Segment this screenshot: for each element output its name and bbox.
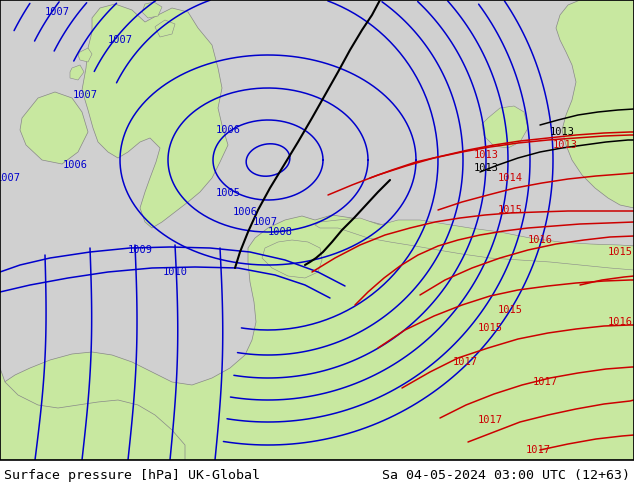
Text: 1007: 1007 <box>0 173 20 183</box>
Text: 1010: 1010 <box>162 267 188 277</box>
Text: 1016: 1016 <box>527 235 552 245</box>
Text: 1006: 1006 <box>233 207 257 217</box>
Text: Surface pressure [hPa] UK-Global: Surface pressure [hPa] UK-Global <box>4 468 260 482</box>
Text: 1013: 1013 <box>552 140 578 150</box>
Text: 1017: 1017 <box>533 377 557 387</box>
Text: 1007: 1007 <box>72 90 98 100</box>
Polygon shape <box>142 2 162 18</box>
Text: 1006: 1006 <box>216 125 240 135</box>
Text: 1015: 1015 <box>607 247 633 257</box>
Polygon shape <box>0 350 185 460</box>
Text: 1016: 1016 <box>607 317 633 327</box>
Polygon shape <box>82 4 228 228</box>
Text: Sa 04-05-2024 03:00 UTC (12+63): Sa 04-05-2024 03:00 UTC (12+63) <box>382 468 630 482</box>
Text: 1015: 1015 <box>498 205 522 215</box>
Text: 1005: 1005 <box>216 188 240 198</box>
Polygon shape <box>78 48 92 62</box>
Text: 1007: 1007 <box>252 217 278 227</box>
Polygon shape <box>315 218 634 270</box>
Polygon shape <box>482 106 528 148</box>
Text: 1013: 1013 <box>550 127 574 137</box>
Text: 1006: 1006 <box>63 160 87 170</box>
Polygon shape <box>556 0 634 208</box>
Text: 1017: 1017 <box>453 357 477 367</box>
Text: 1015: 1015 <box>498 305 522 315</box>
Polygon shape <box>262 240 322 278</box>
Text: 1014: 1014 <box>498 173 522 183</box>
Polygon shape <box>155 20 175 37</box>
Polygon shape <box>70 65 84 80</box>
Polygon shape <box>0 0 634 460</box>
Text: 1017: 1017 <box>477 415 503 425</box>
Text: 1015: 1015 <box>477 323 503 333</box>
Bar <box>0 460 634 490</box>
Text: 1017: 1017 <box>526 445 550 455</box>
Text: 1007: 1007 <box>108 35 133 45</box>
Polygon shape <box>0 215 634 460</box>
Polygon shape <box>20 92 88 164</box>
Text: 1007: 1007 <box>44 7 70 17</box>
Text: 1013: 1013 <box>474 150 498 160</box>
Text: 1009: 1009 <box>127 245 153 255</box>
Text: 1013: 1013 <box>474 163 498 173</box>
Text: 1008: 1008 <box>268 227 292 237</box>
